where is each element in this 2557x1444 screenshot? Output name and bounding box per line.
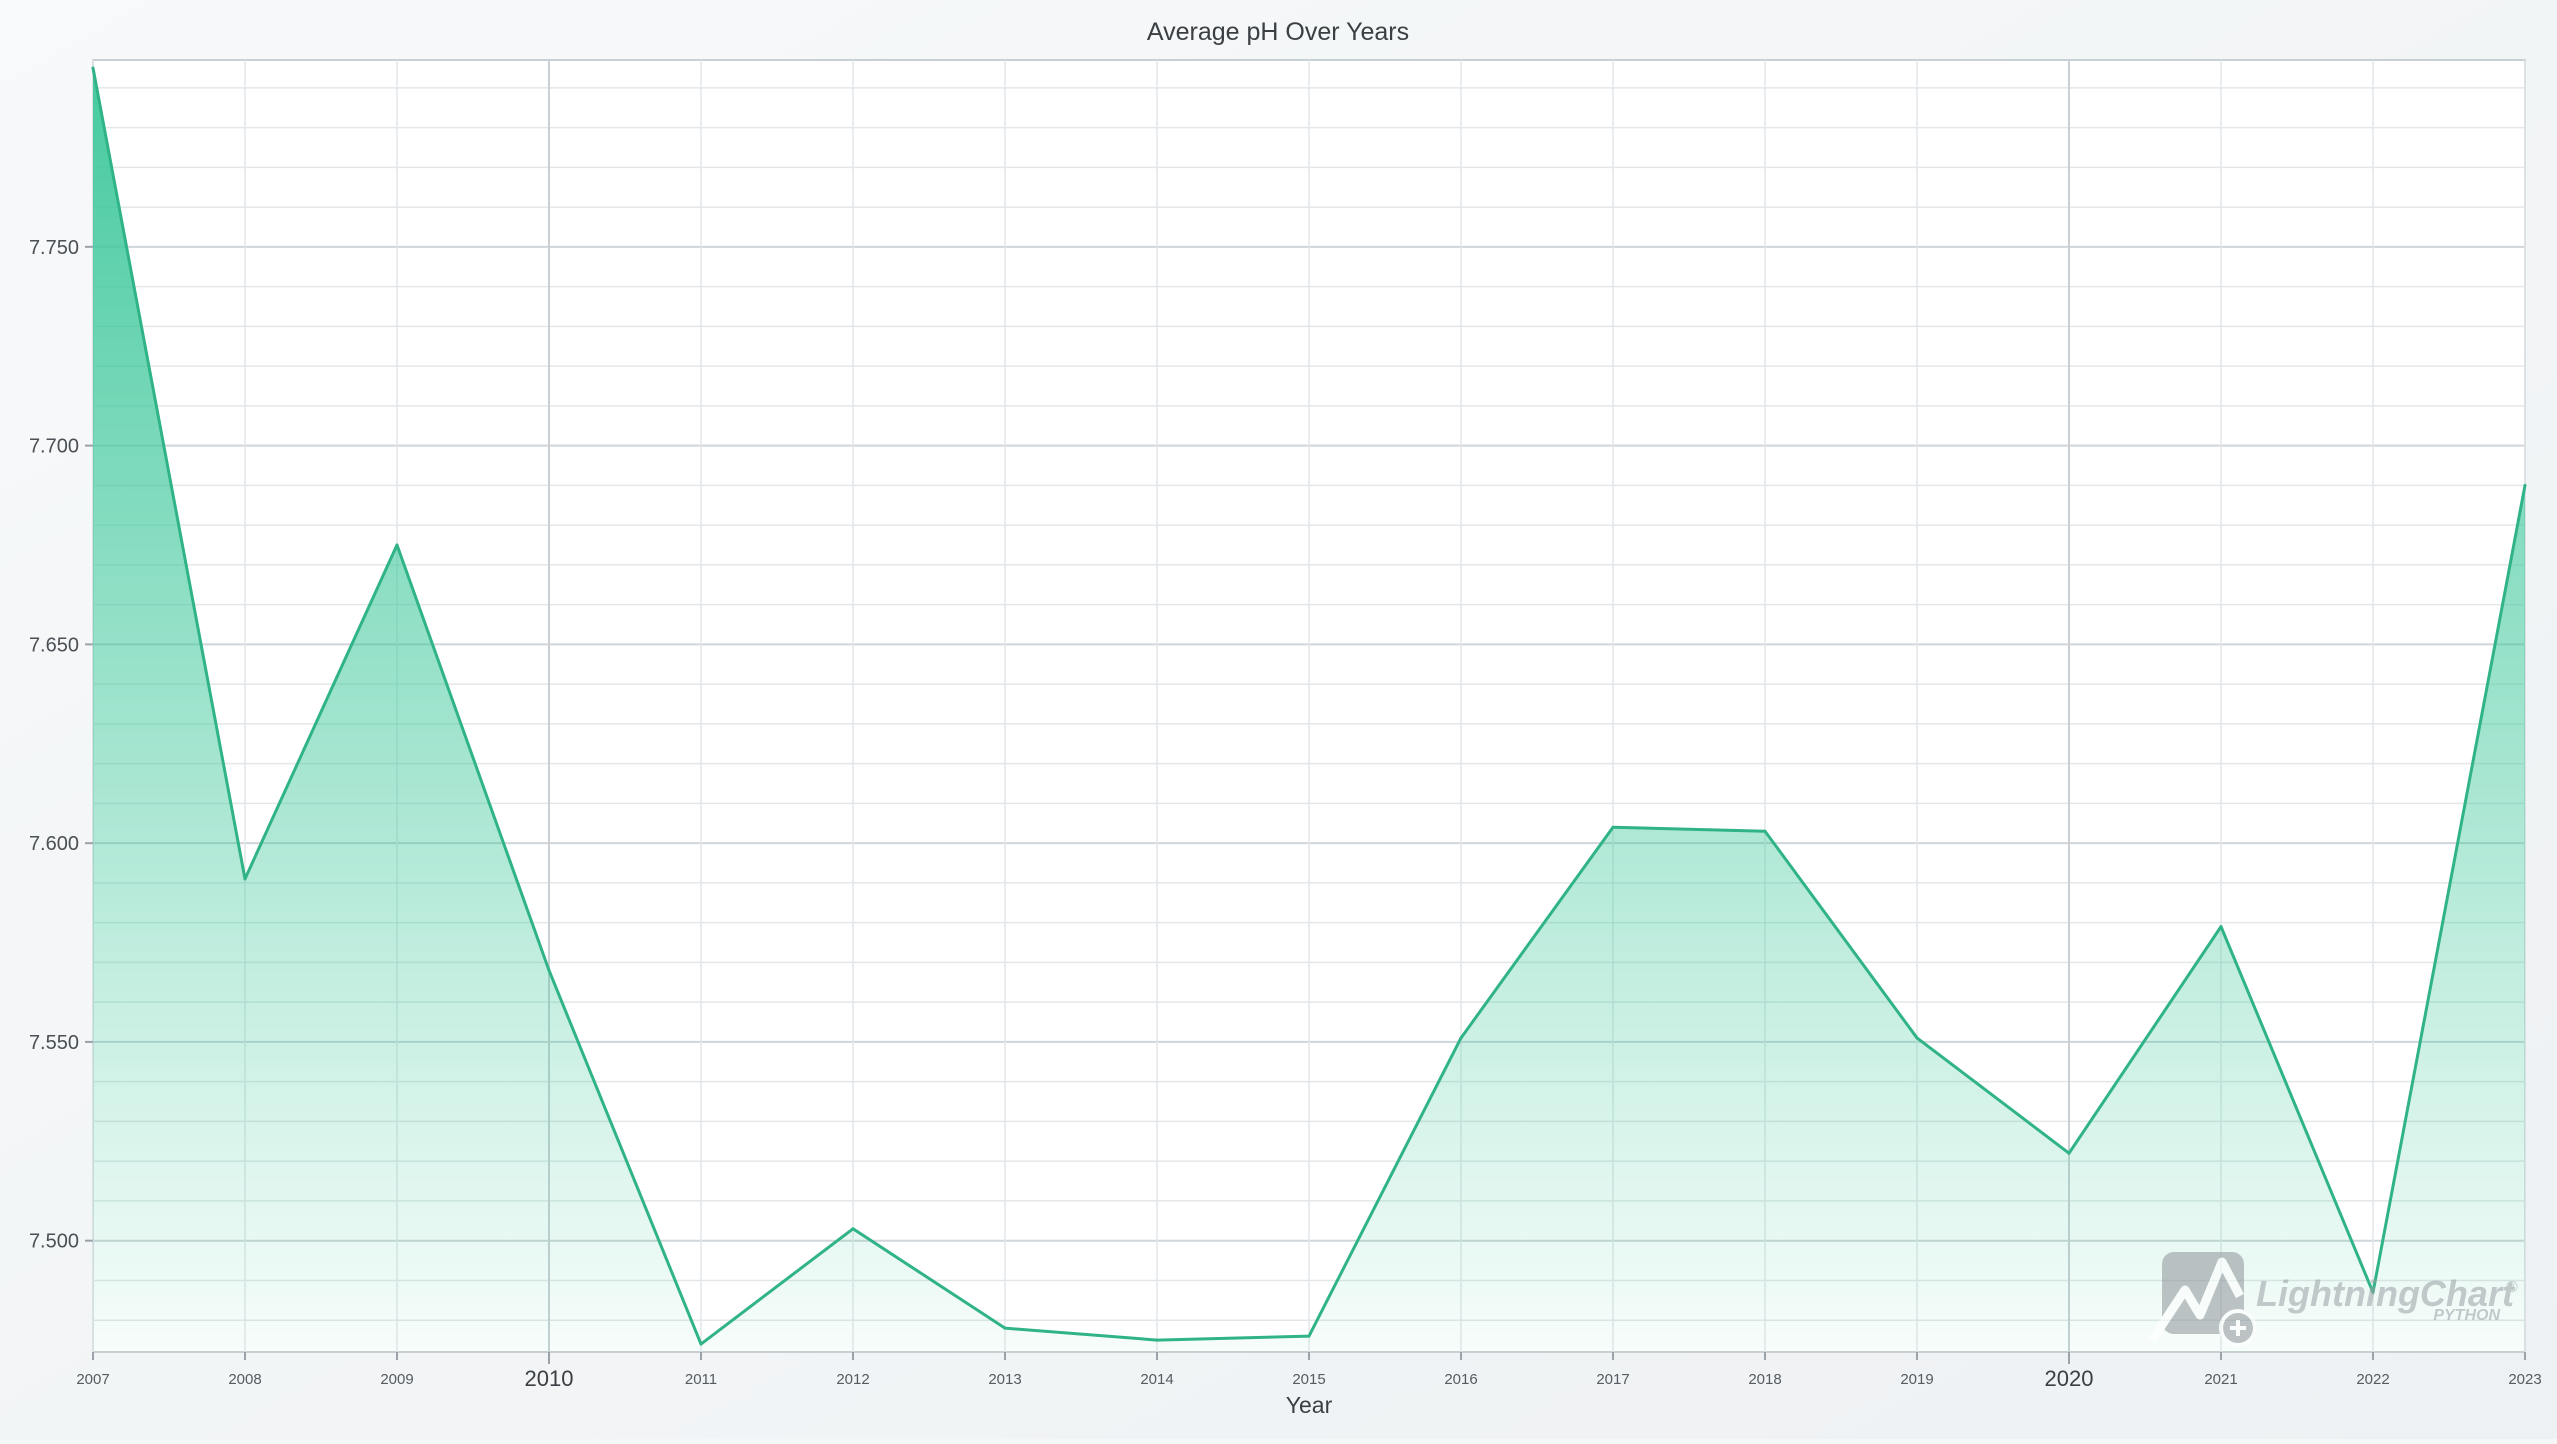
data-point-2008 xyxy=(243,877,247,881)
x-tick-label: 2018 xyxy=(1748,1371,1781,1388)
y-tick-label: 7.750 xyxy=(29,237,79,259)
data-point-2019 xyxy=(1915,1036,1919,1040)
y-tick-label: 7.700 xyxy=(29,436,79,458)
x-tick-label: 2021 xyxy=(2204,1371,2237,1388)
chart-title: Average pH Over Years xyxy=(1147,18,1409,46)
data-point-2021 xyxy=(2219,925,2223,929)
y-tick-label: 7.550 xyxy=(29,1032,79,1054)
x-tick-label: 2017 xyxy=(1596,1371,1629,1388)
x-tick-label: 2016 xyxy=(1444,1371,1477,1388)
data-point-2017 xyxy=(1611,825,1615,829)
watermark-registered: ® xyxy=(2506,1279,2518,1296)
x-tick-label: 2022 xyxy=(2356,1371,2389,1388)
y-tick-label: 7.650 xyxy=(29,634,79,656)
data-point-2016 xyxy=(1459,1036,1463,1040)
x-tick-label: 2019 xyxy=(1900,1371,1933,1388)
data-point-2010 xyxy=(547,968,551,972)
x-tick-label: 2020 xyxy=(2045,1366,2094,1391)
x-tick-label: 2014 xyxy=(1140,1371,1173,1388)
area-fill xyxy=(93,67,2525,1352)
x-tick-label: 2023 xyxy=(2508,1371,2541,1388)
x-tick-label: 2013 xyxy=(988,1371,1021,1388)
data-point-2014 xyxy=(1155,1338,1159,1342)
x-tick-label: 2010 xyxy=(525,1366,574,1391)
x-tick-label: 2007 xyxy=(76,1371,109,1388)
data-point-2018 xyxy=(1763,829,1767,833)
data-point-2020 xyxy=(2067,1151,2071,1155)
x-tick-label: 2009 xyxy=(380,1371,413,1388)
data-point-2023 xyxy=(2523,483,2527,487)
data-point-2015 xyxy=(1307,1334,1311,1338)
data-point-2011 xyxy=(699,1342,703,1346)
data-point-2009 xyxy=(395,543,399,547)
series-points xyxy=(91,66,2527,1346)
data-point-2012 xyxy=(851,1227,855,1231)
x-tick-label: 2008 xyxy=(228,1371,261,1388)
x-tick-label: 2011 xyxy=(685,1371,717,1388)
x-tick-label: 2015 xyxy=(1292,1371,1325,1388)
x-axis-title: Year xyxy=(1286,1392,1333,1418)
lightningchart-logo-icon xyxy=(2148,1252,2257,1347)
data-point-2022 xyxy=(2371,1290,2375,1294)
x-tick-label: 2012 xyxy=(836,1371,869,1388)
lightningchart-watermark: LightningChart ® PYTHON xyxy=(2148,1252,2518,1347)
data-point-2007 xyxy=(91,66,95,70)
x-axis: 2007 2008 2009 2010 2011 2012 2013 2014 2015 2016… xyxy=(76,1352,2542,1391)
watermark-brand: LightningChart xyxy=(2256,1273,2516,1314)
data-point-2013 xyxy=(1003,1326,1007,1330)
watermark-sub: PYTHON xyxy=(2433,1307,2500,1324)
y-axis: 7.500 7.550 7.600 7.650 7.700 7.750 xyxy=(29,237,93,1253)
y-tick-label: 7.600 xyxy=(29,833,79,855)
y-tick-label: 7.500 xyxy=(29,1231,79,1253)
